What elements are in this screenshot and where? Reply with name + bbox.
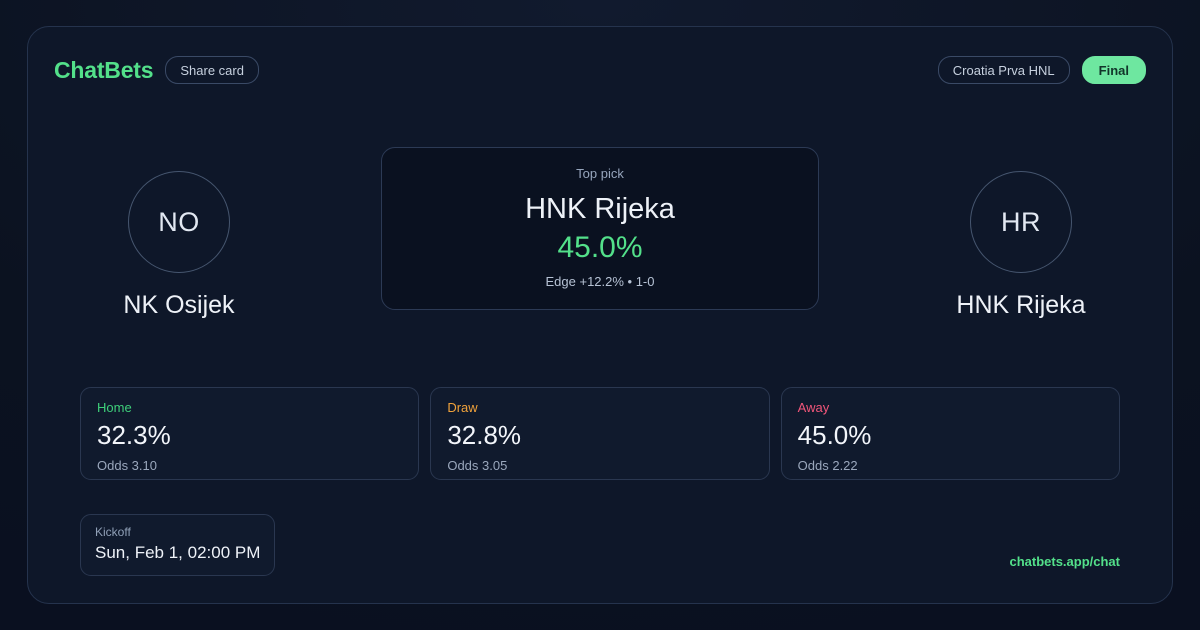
card-header: ChatBets Share card Croatia Prva HNL Fin… — [54, 53, 1146, 87]
top-pick-probability: 45.0% — [557, 231, 643, 265]
kickoff-label: Kickoff — [95, 524, 131, 539]
top-pick-panel: Top pick HNK Rijeka 45.0% Edge +12.2% • … — [381, 147, 819, 310]
status-badge: Final — [1081, 56, 1146, 84]
probability-value: 32.3% — [97, 420, 171, 451]
probability-cards: Home 32.3% Odds 3.10 Draw 32.8% Odds 3.0… — [80, 387, 1120, 480]
away-team-crest-icon: HR — [970, 171, 1072, 273]
top-pick-team: HNK Rijeka — [525, 192, 675, 225]
kickoff-panel: Kickoff Sun, Feb 1, 02:00 PM — [80, 513, 276, 577]
probability-card-draw: Draw 32.8% Odds 3.05 — [430, 387, 770, 480]
probability-value: 45.0% — [797, 420, 872, 451]
matchup-row: NO NK Osijek Top pick HNK Rijeka 45.0% E… — [54, 147, 1146, 347]
probability-odds: Odds 3.05 — [447, 458, 508, 474]
away-team: HR HNK Rijeka — [896, 147, 1146, 320]
probability-card-home: Home 32.3% Odds 3.10 — [80, 387, 420, 480]
top-pick-label: Top pick — [576, 166, 624, 181]
brand-group: ChatBets Share card — [54, 56, 259, 84]
home-team: NO NK Osijek — [54, 147, 304, 320]
home-team-name: NK Osijek — [123, 291, 235, 319]
home-team-crest-icon: NO — [128, 171, 230, 273]
probability-odds: Odds 3.10 — [97, 458, 157, 474]
league-badge[interactable]: Croatia Prva HNL — [937, 56, 1070, 84]
probability-label: Draw — [447, 400, 478, 415]
brand-logo: ChatBets — [54, 56, 154, 83]
share-card-button[interactable]: Share card — [165, 56, 259, 84]
card-footer: Kickoff Sun, Feb 1, 02:00 PM chatbets.ap… — [80, 513, 1120, 577]
probability-card-away: Away 45.0% Odds 2.22 — [780, 387, 1120, 480]
probability-label: Home — [97, 400, 132, 415]
away-team-name: HNK Rijeka — [956, 291, 1086, 319]
top-pick-meta: Edge +12.2% • 1-0 — [545, 273, 655, 289]
probability-odds: Odds 2.22 — [797, 458, 858, 474]
header-badges: Croatia Prva HNL Final — [937, 56, 1146, 84]
site-url-link[interactable]: chatbets.app/chat — [1009, 554, 1120, 569]
probability-value: 32.8% — [447, 420, 522, 451]
probability-label: Away — [797, 400, 830, 415]
match-card: ChatBets Share card Croatia Prva HNL Fin… — [27, 26, 1173, 604]
kickoff-value: Sun, Feb 1, 02:00 PM — [95, 543, 261, 563]
